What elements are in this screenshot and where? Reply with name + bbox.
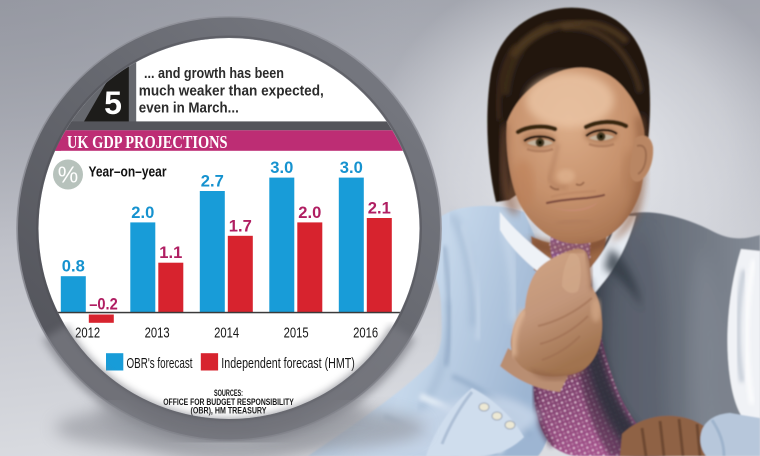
svg-text:even in March...: even in March... (139, 100, 239, 117)
svg-text:0.8: 0.8 (62, 258, 85, 276)
svg-text:2016: 2016 (353, 325, 378, 341)
svg-text:2.0: 2.0 (298, 204, 321, 222)
svg-text:–0.2: –0.2 (89, 296, 118, 314)
svg-text:OFFICE FOR BUDGET RESPONSIBILI: OFFICE FOR BUDGET RESPONSIBILITY (163, 397, 294, 408)
svg-text:3.0: 3.0 (340, 159, 363, 177)
svg-text:%: % (58, 162, 78, 188)
svg-text:OBR's forecast: OBR's forecast (127, 355, 194, 372)
svg-text:Year–on–year: Year–on–year (89, 164, 167, 181)
svg-text:SOURCES:: SOURCES: (214, 388, 243, 399)
svg-text:UK GDP PROJECTIONS: UK GDP PROJECTIONS (67, 132, 228, 152)
svg-text:2012: 2012 (75, 325, 100, 341)
svg-text:... and growth has been: ... and growth has been (144, 65, 284, 82)
svg-text:3.0: 3.0 (270, 159, 293, 177)
svg-text:1.1: 1.1 (159, 244, 182, 262)
svg-text:much weaker than expected,: much weaker than expected, (139, 83, 324, 100)
svg-text:Independent forecast (HMT): Independent forecast (HMT) (221, 355, 354, 372)
svg-text:1.7: 1.7 (229, 217, 252, 235)
svg-text:2.7: 2.7 (201, 172, 224, 190)
svg-text:2013: 2013 (145, 325, 170, 341)
svg-text:2014: 2014 (214, 325, 239, 341)
svg-text:(OBR), HM TREASURY: (OBR), HM TREASURY (191, 406, 267, 417)
svg-text:2015: 2015 (284, 325, 309, 341)
svg-text:2.1: 2.1 (368, 200, 391, 218)
svg-text:5: 5 (104, 85, 122, 121)
svg-text:2.0: 2.0 (131, 204, 154, 222)
